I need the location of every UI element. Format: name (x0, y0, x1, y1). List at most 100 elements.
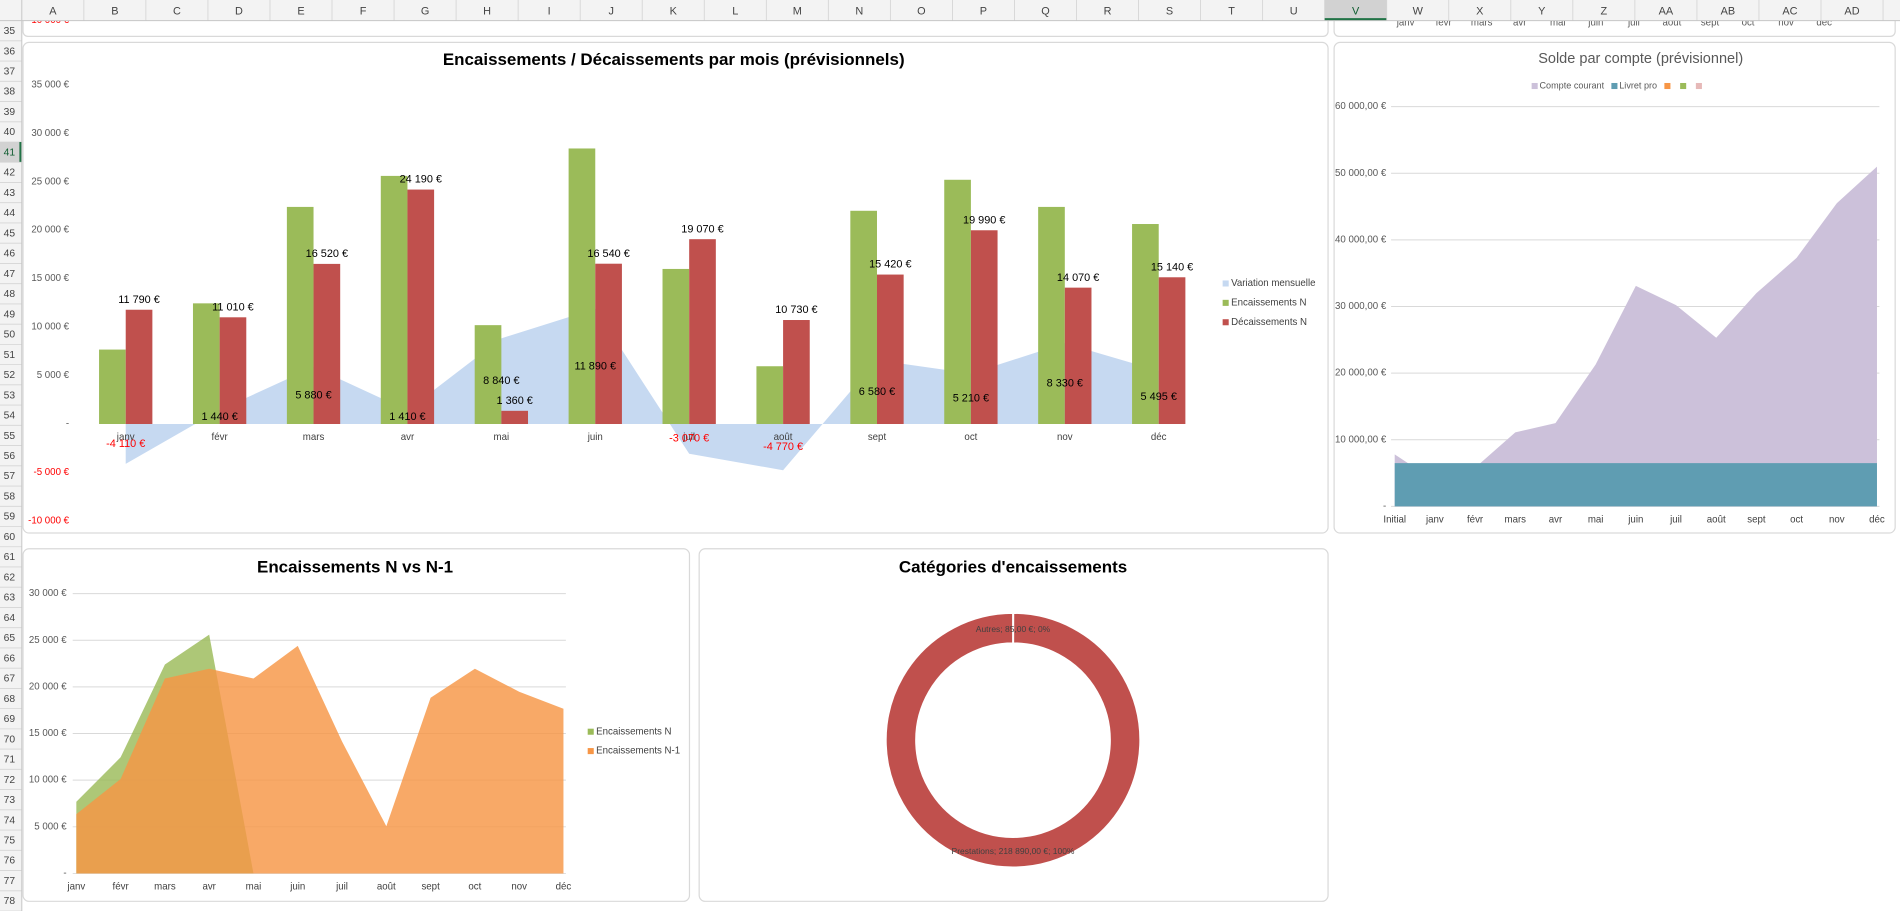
column-header[interactable]: D (235, 5, 243, 17)
row-header[interactable]: 47 (4, 269, 16, 280)
row-header[interactable]: 45 (4, 228, 16, 239)
column-header[interactable]: P (980, 5, 987, 17)
column-header[interactable]: H (483, 5, 491, 17)
column-header[interactable]: J (608, 5, 613, 17)
column-header[interactable]: AC (1782, 5, 1797, 17)
data-label: -3 070 € (669, 433, 709, 445)
x-tick-label: avr (401, 432, 415, 443)
y-tick-label: 60 000,00 € (1335, 101, 1387, 112)
row-header[interactable]: 35 (4, 26, 16, 37)
row-header[interactable]: 74 (4, 815, 16, 826)
row-header[interactable]: 62 (4, 572, 16, 583)
column-header[interactable]: AB (1721, 5, 1736, 17)
column-header[interactable]: G (421, 5, 429, 17)
row-header[interactable]: 59 (4, 512, 16, 523)
row-header[interactable]: 68 (4, 694, 16, 705)
x-tick-label: sept (1701, 18, 1720, 29)
y-tick-label: 30 000 € (31, 128, 69, 139)
column-header[interactable]: I (548, 5, 551, 17)
x-tick-label: nov (1778, 18, 1794, 29)
column-header[interactable]: C (173, 5, 181, 17)
column-header[interactable]: R (1104, 5, 1112, 17)
column-header[interactable]: F (360, 5, 367, 17)
row-header[interactable]: 66 (4, 653, 16, 664)
row-header[interactable]: 46 (4, 249, 16, 260)
row-header[interactable]: 50 (4, 330, 16, 341)
row-header[interactable]: 67 (4, 674, 16, 685)
row-header[interactable]: 69 (4, 714, 16, 725)
row-header[interactable]: 63 (4, 593, 16, 604)
data-label: 16 540 € (587, 248, 629, 260)
column-header[interactable]: T (1228, 5, 1235, 17)
column-header[interactable]: U (1290, 5, 1298, 17)
legend-label: Encaissements N (1231, 297, 1306, 308)
row-header[interactable]: 75 (4, 835, 16, 846)
bar (876, 274, 904, 425)
column-header[interactable]: W (1413, 5, 1424, 17)
row-header[interactable]: 44 (4, 208, 16, 219)
row-header[interactable]: 37 (4, 67, 16, 78)
row-header[interactable]: 52 (4, 370, 16, 381)
x-tick-label: janv (1396, 18, 1415, 29)
x-tick-label: mai (1588, 514, 1604, 525)
row-header[interactable]: 53 (4, 390, 16, 401)
row-header[interactable]: 43 (4, 188, 16, 199)
row-header[interactable]: 78 (4, 896, 16, 907)
column-header[interactable]: E (297, 5, 304, 17)
bar (1158, 277, 1186, 425)
row-header[interactable]: 41 (4, 147, 16, 158)
column-header[interactable]: S (1166, 5, 1173, 17)
column-header[interactable]: AA (1659, 5, 1674, 17)
row-header[interactable]: 58 (4, 491, 16, 502)
row-header[interactable]: 71 (4, 755, 16, 766)
row-header[interactable]: 61 (4, 552, 16, 563)
y-tick-label: 30 000,00 € (1335, 301, 1387, 312)
legend-label: Variation mensuelle (1231, 278, 1315, 289)
column-header[interactable]: X (1476, 5, 1484, 17)
row-header[interactable]: 64 (4, 613, 16, 624)
y-tick-label: 20 000,00 € (1335, 368, 1387, 379)
row-header[interactable]: 72 (4, 775, 16, 786)
row-header[interactable]: 48 (4, 289, 16, 300)
data-label: 8 330 € (1047, 378, 1083, 390)
column-header[interactable]: Y (1538, 5, 1546, 17)
row-header[interactable]: 70 (4, 734, 16, 745)
row-header[interactable]: 42 (4, 168, 16, 179)
column-header[interactable]: N (855, 5, 863, 17)
column-header[interactable]: L (732, 5, 738, 17)
x-tick-label: juin (587, 432, 603, 443)
column-header[interactable]: Q (1041, 5, 1049, 17)
row-header[interactable]: 49 (4, 309, 16, 320)
row-header[interactable]: 65 (4, 633, 16, 644)
x-tick-label: sept (868, 432, 887, 443)
row-header[interactable]: 57 (4, 471, 16, 482)
y-tick-label: 5 000 € (34, 821, 67, 832)
x-tick-label: juil (682, 432, 695, 443)
row-header[interactable]: 55 (4, 431, 16, 442)
row-header[interactable]: 56 (4, 451, 16, 462)
column-header[interactable]: M (793, 5, 802, 17)
column-header[interactable]: V (1352, 5, 1360, 17)
row-header[interactable]: 54 (4, 411, 16, 422)
row-header[interactable]: 73 (4, 795, 16, 806)
column-header[interactable]: Z (1601, 5, 1608, 17)
x-tick-label: mars (1471, 18, 1493, 29)
column-header[interactable]: K (670, 5, 678, 17)
column-header[interactable]: O (917, 5, 925, 17)
chart-frame (698, 548, 1329, 902)
column-header[interactable]: A (49, 5, 57, 17)
row-header[interactable]: 38 (4, 87, 16, 98)
data-label: 16 520 € (306, 248, 348, 260)
column-header[interactable]: B (111, 5, 118, 17)
row-header[interactable]: 76 (4, 856, 16, 867)
row-header[interactable]: 77 (4, 876, 16, 887)
data-label: 5 495 € (1141, 391, 1177, 403)
row-header[interactable]: 40 (4, 127, 16, 138)
column-header[interactable]: AD (1844, 5, 1859, 17)
x-tick-label: août (1663, 18, 1682, 29)
row-header[interactable]: 39 (4, 107, 16, 118)
row-header[interactable]: 51 (4, 350, 16, 361)
x-tick-label: Initial (1383, 514, 1406, 525)
row-header[interactable]: 60 (4, 532, 16, 543)
row-header[interactable]: 36 (4, 46, 16, 57)
